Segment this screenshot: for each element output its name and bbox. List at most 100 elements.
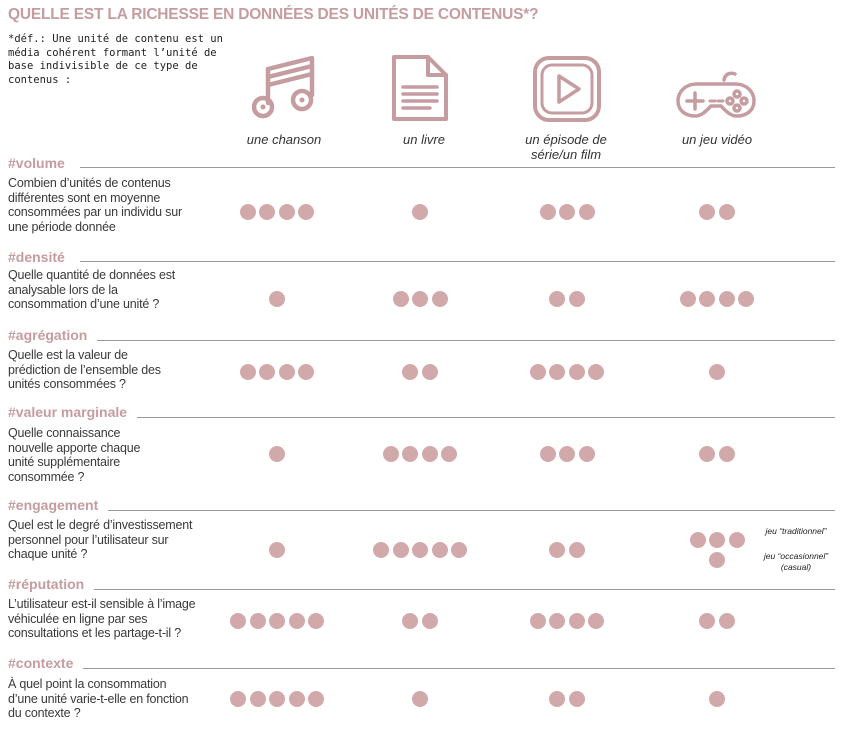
rating-dots-song xyxy=(230,613,324,629)
section-rule xyxy=(80,668,835,669)
rating-dots-videogame xyxy=(679,291,755,307)
rating-dot xyxy=(568,691,585,707)
section-tag: #contexte xyxy=(8,655,84,671)
rating-dot xyxy=(373,542,389,558)
rating-dot xyxy=(298,364,315,380)
rating-dot xyxy=(709,364,725,380)
rating-dots-videogame xyxy=(709,364,725,380)
rating-dot xyxy=(529,613,546,629)
rating-dot xyxy=(568,613,585,629)
rating-dot xyxy=(709,691,725,707)
rating-dot xyxy=(421,613,438,629)
section-rule xyxy=(80,589,835,590)
rating-dots-videogame-traditional xyxy=(689,532,745,548)
rating-dot xyxy=(392,542,409,558)
column-label-episode: un épisode de série/un film xyxy=(525,132,607,162)
rating-dots-videogame xyxy=(699,613,735,629)
section-tag: #volume xyxy=(8,155,75,171)
section-question: Quelle connaissance nouvelle apporte cha… xyxy=(8,426,141,484)
rating-dot xyxy=(288,691,305,707)
section-rule xyxy=(80,510,835,511)
rating-dot xyxy=(412,291,428,307)
rating-dot xyxy=(402,613,419,629)
rating-dot xyxy=(402,446,419,462)
rating-dot xyxy=(308,613,324,629)
rating-dot xyxy=(549,291,566,307)
music-note-icon xyxy=(252,55,318,121)
rating-dot xyxy=(529,364,546,380)
rating-dot xyxy=(382,446,399,462)
rating-dot xyxy=(578,204,595,220)
rating-dots-song xyxy=(269,446,285,462)
section-question: À quel point la consommation d’une unité… xyxy=(8,677,189,720)
rating-dots-book xyxy=(402,364,438,380)
rating-dot xyxy=(679,291,696,307)
rating-dots-videogame xyxy=(699,204,735,220)
section-tag: #réputation xyxy=(8,576,95,592)
column-label-videogame: un jeu vidéo xyxy=(681,132,753,147)
rating-dot xyxy=(451,542,467,558)
rating-dots-episode xyxy=(549,542,585,558)
rating-dot xyxy=(259,204,276,220)
rating-dot xyxy=(421,364,438,380)
play-icon xyxy=(532,55,602,123)
rating-dot xyxy=(568,291,585,307)
rating-dots-song xyxy=(239,204,315,220)
rating-dots-song xyxy=(269,542,285,558)
rating-dot xyxy=(549,613,566,629)
rating-dot xyxy=(278,204,295,220)
rating-dot xyxy=(269,613,285,629)
page-title: QUELLE EST LA RICHESSE EN DONNÉES DES UN… xyxy=(8,6,539,23)
rating-dot xyxy=(568,364,585,380)
rating-dots-episode xyxy=(549,291,585,307)
rating-dot xyxy=(288,613,305,629)
rating-dot xyxy=(412,691,428,707)
rating-dot xyxy=(412,542,428,558)
rating-dots-book xyxy=(412,691,428,707)
gamepad-icon xyxy=(675,70,757,118)
rating-dot xyxy=(539,204,556,220)
rating-dot xyxy=(259,364,276,380)
rating-dots-videogame xyxy=(709,691,725,707)
rating-dot xyxy=(431,542,448,558)
rating-dots-song xyxy=(269,291,285,307)
game-note-traditional: jeu “traditionnel” xyxy=(765,526,827,536)
rating-dot xyxy=(728,532,745,548)
rating-dot xyxy=(539,446,556,462)
rating-dots-episode xyxy=(529,613,605,629)
rating-dot xyxy=(699,204,716,220)
rating-dot xyxy=(239,204,256,220)
rating-dot xyxy=(718,446,735,462)
section-question: Quelle quantité de données est analysabl… xyxy=(8,268,176,311)
game-note-casual: jeu “occasionnel” (casual) xyxy=(763,551,829,572)
section-question: Quelle est la valeur de prédiction de l’… xyxy=(8,348,161,391)
rating-dot xyxy=(549,542,566,558)
rating-dot xyxy=(249,613,266,629)
rating-dot xyxy=(578,446,595,462)
rating-dot xyxy=(278,364,295,380)
rating-dot xyxy=(689,532,706,548)
rating-dots-book xyxy=(373,542,467,558)
rating-dots-song xyxy=(230,691,324,707)
rating-dot xyxy=(412,204,428,220)
rating-dot xyxy=(588,613,605,629)
rating-dot xyxy=(402,364,419,380)
rating-dot xyxy=(718,613,735,629)
rating-dot xyxy=(699,291,716,307)
rating-dots-book xyxy=(412,204,428,220)
rating-dot xyxy=(421,446,438,462)
rating-dot xyxy=(249,691,266,707)
rating-dot xyxy=(588,364,605,380)
rating-dot xyxy=(549,691,566,707)
section-question: Quel est le degré d’investissement perso… xyxy=(8,518,193,561)
section-rule xyxy=(80,167,835,168)
rating-dots-episode xyxy=(549,691,585,707)
rating-dots-episode xyxy=(539,204,595,220)
rating-dot xyxy=(559,204,575,220)
rating-dots-videogame-casual xyxy=(709,552,725,568)
rating-dot xyxy=(559,446,575,462)
rating-dots-book xyxy=(382,446,458,462)
section-tag: #engagement xyxy=(8,497,109,513)
rating-dot xyxy=(441,446,458,462)
rating-dots-episode xyxy=(539,446,595,462)
